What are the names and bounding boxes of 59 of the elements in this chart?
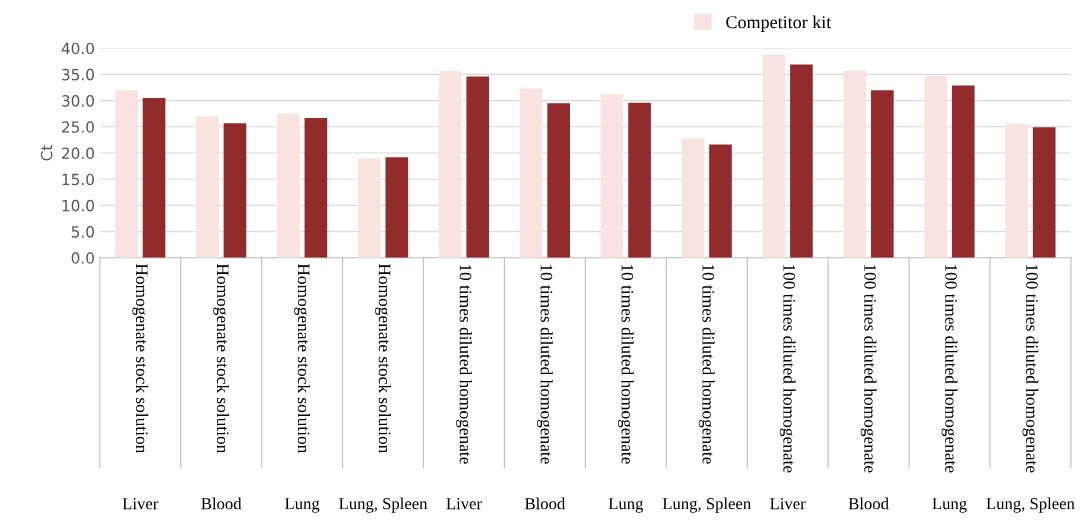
x-tick-label: 10 times diluted homogenate — [617, 264, 634, 464]
x-tick-label: 100 times diluted homogenate — [941, 264, 958, 473]
x-tick-label: Homogenate stock solution — [213, 263, 230, 454]
text: Lung, Spleen — [986, 497, 1075, 513]
bar — [871, 90, 894, 258]
text: Lung — [932, 498, 967, 513]
x-tick-label: 10 times diluted homogenate — [537, 264, 553, 464]
y-tick-label: 20.0 — [62, 147, 94, 160]
bar — [466, 76, 490, 258]
bar — [762, 54, 786, 258]
bar — [547, 103, 570, 258]
x-tick-label: 10 times diluted homogenate — [456, 264, 472, 464]
text: Blood — [525, 497, 566, 510]
x-tick-label: 10 times diluted homogenate — [698, 264, 715, 464]
x-tick-label: 100 times diluted homogenate — [1022, 264, 1039, 473]
text: Blood — [848, 497, 889, 510]
bar — [304, 117, 328, 258]
bar — [1032, 127, 1056, 258]
x-tick-label: Homogenate stock solution — [132, 263, 149, 454]
bar — [519, 88, 543, 258]
bar — [681, 138, 705, 258]
x-tick-label: 100 times diluted homogenate — [860, 264, 877, 473]
text: Lung — [608, 498, 644, 513]
text: Liver — [770, 498, 806, 510]
bar — [600, 94, 624, 258]
bar — [709, 144, 732, 258]
text: Liver — [446, 498, 482, 510]
bar — [357, 158, 381, 258]
y-tick-label: 0.0 — [71, 252, 94, 264]
bar — [843, 70, 867, 258]
bar — [223, 123, 247, 258]
y-tick-label: 30.0 — [62, 95, 94, 107]
x-tick-label: Homogenate stock solution — [294, 263, 311, 454]
y-axis-title: Ct — [40, 145, 53, 161]
y-tick-label: 5.0 — [71, 226, 94, 238]
bar — [115, 90, 138, 258]
legend-label: Competitor kit — [726, 15, 832, 32]
bar — [951, 85, 975, 258]
x-tick-label: Homogenate stock solution — [375, 263, 391, 454]
bar — [385, 157, 409, 258]
bar — [628, 102, 651, 258]
bar — [790, 64, 813, 258]
y-tick-label: 15.0 — [62, 173, 94, 186]
text: Blood — [201, 497, 242, 510]
text: Lung, Spleen — [662, 497, 751, 513]
bar — [1005, 123, 1029, 258]
bar — [438, 70, 462, 258]
bar — [277, 113, 300, 258]
x-tick-label: 100 times diluted homogenate — [779, 264, 796, 473]
y-tick-label: 10.0 — [62, 199, 94, 212]
text: Lung — [285, 498, 320, 513]
bar — [196, 116, 219, 258]
y-tick-label: 40.0 — [61, 42, 94, 55]
bar — [924, 75, 948, 258]
y-tick-label: 25.0 — [62, 121, 94, 133]
text: Lung, Spleen — [339, 497, 428, 513]
bar — [142, 97, 166, 258]
text: Liver — [122, 498, 159, 510]
y-tick-label: 35.0 — [62, 68, 94, 81]
